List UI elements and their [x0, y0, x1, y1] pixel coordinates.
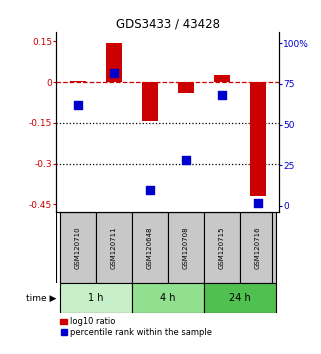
Point	[219, 92, 224, 98]
Text: GSM120648: GSM120648	[147, 227, 153, 269]
Bar	[132, 212, 168, 283]
Bar	[60, 212, 96, 283]
Bar	[168, 212, 204, 283]
Bar	[132, 283, 204, 313]
Bar	[250, 82, 266, 196]
Bar	[60, 283, 132, 313]
Text: 24 h: 24 h	[229, 293, 251, 303]
Bar	[213, 75, 230, 82]
Bar	[142, 82, 158, 121]
Point	[183, 158, 188, 163]
Bar	[204, 283, 276, 313]
Point	[111, 70, 116, 75]
Point	[75, 102, 80, 108]
Text: 1 h: 1 h	[88, 293, 103, 303]
Bar	[96, 212, 132, 283]
Point	[147, 187, 152, 193]
Text: 4 h: 4 h	[160, 293, 176, 303]
Text: GSM120715: GSM120715	[219, 227, 225, 269]
Text: time ▶: time ▶	[26, 294, 56, 303]
Bar	[106, 43, 122, 82]
Title: GDS3433 / 43428: GDS3433 / 43428	[116, 18, 220, 31]
Text: GSM120711: GSM120711	[111, 227, 117, 269]
Bar	[204, 212, 240, 283]
Point	[255, 200, 260, 205]
Text: GSM120708: GSM120708	[183, 227, 189, 269]
Bar	[240, 212, 276, 283]
Text: GSM120710: GSM120710	[75, 227, 81, 269]
Bar	[178, 82, 194, 93]
Legend: log10 ratio, percentile rank within the sample: log10 ratio, percentile rank within the …	[60, 318, 213, 337]
Bar	[70, 81, 86, 82]
Text: GSM120716: GSM120716	[255, 227, 261, 269]
